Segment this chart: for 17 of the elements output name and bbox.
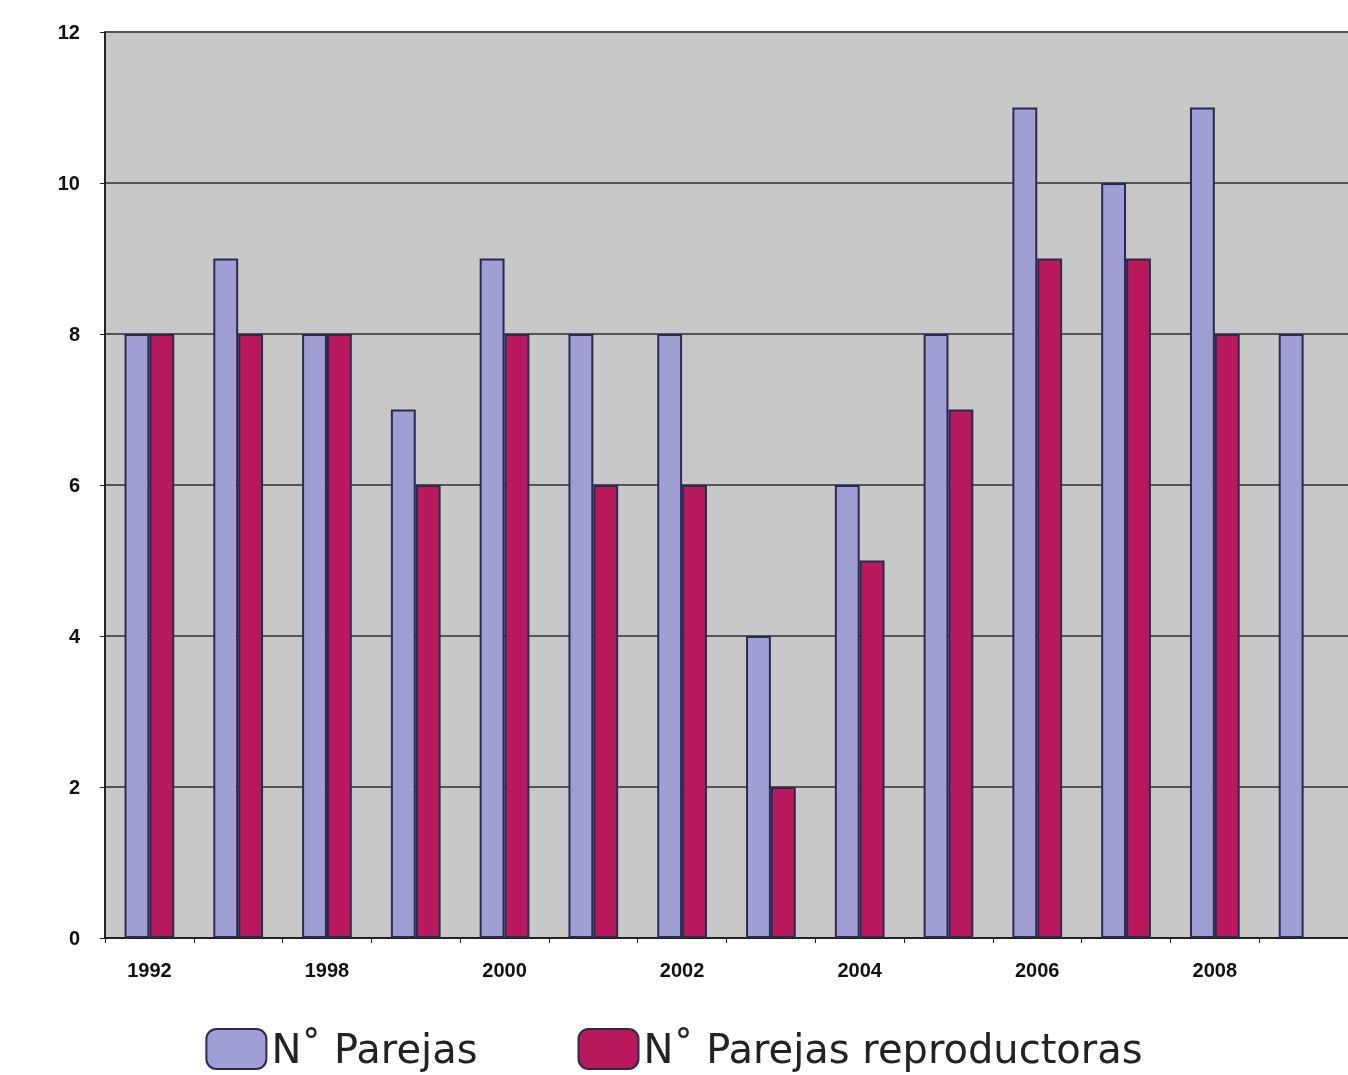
y-tick-label: 0 — [68, 927, 80, 949]
x-tick-label: 1992 — [127, 959, 172, 981]
y-tick-label: 8 — [68, 323, 80, 345]
y-tick-label: 6 — [68, 474, 80, 496]
legend-label: N˚ Parejas reproductoras — [643, 1026, 1143, 1072]
bar — [1278, 334, 1304, 938]
x-tick-label: 1998 — [304, 959, 350, 981]
legend-label: N˚ Parejas — [271, 1026, 478, 1072]
x-tick-label: 2004 — [837, 959, 883, 981]
x-tick-label: 2008 — [1192, 959, 1238, 981]
y-tick-label: 4 — [68, 625, 81, 647]
x-tick-label: 2000 — [482, 959, 527, 981]
y-tick-label: 2 — [68, 776, 80, 798]
y-tick-label: 10 — [57, 172, 80, 194]
x-tick-label: 2002 — [659, 959, 705, 981]
x-tick-label: 2006 — [1015, 959, 1060, 981]
y-tick-label: 12 — [57, 21, 80, 43]
